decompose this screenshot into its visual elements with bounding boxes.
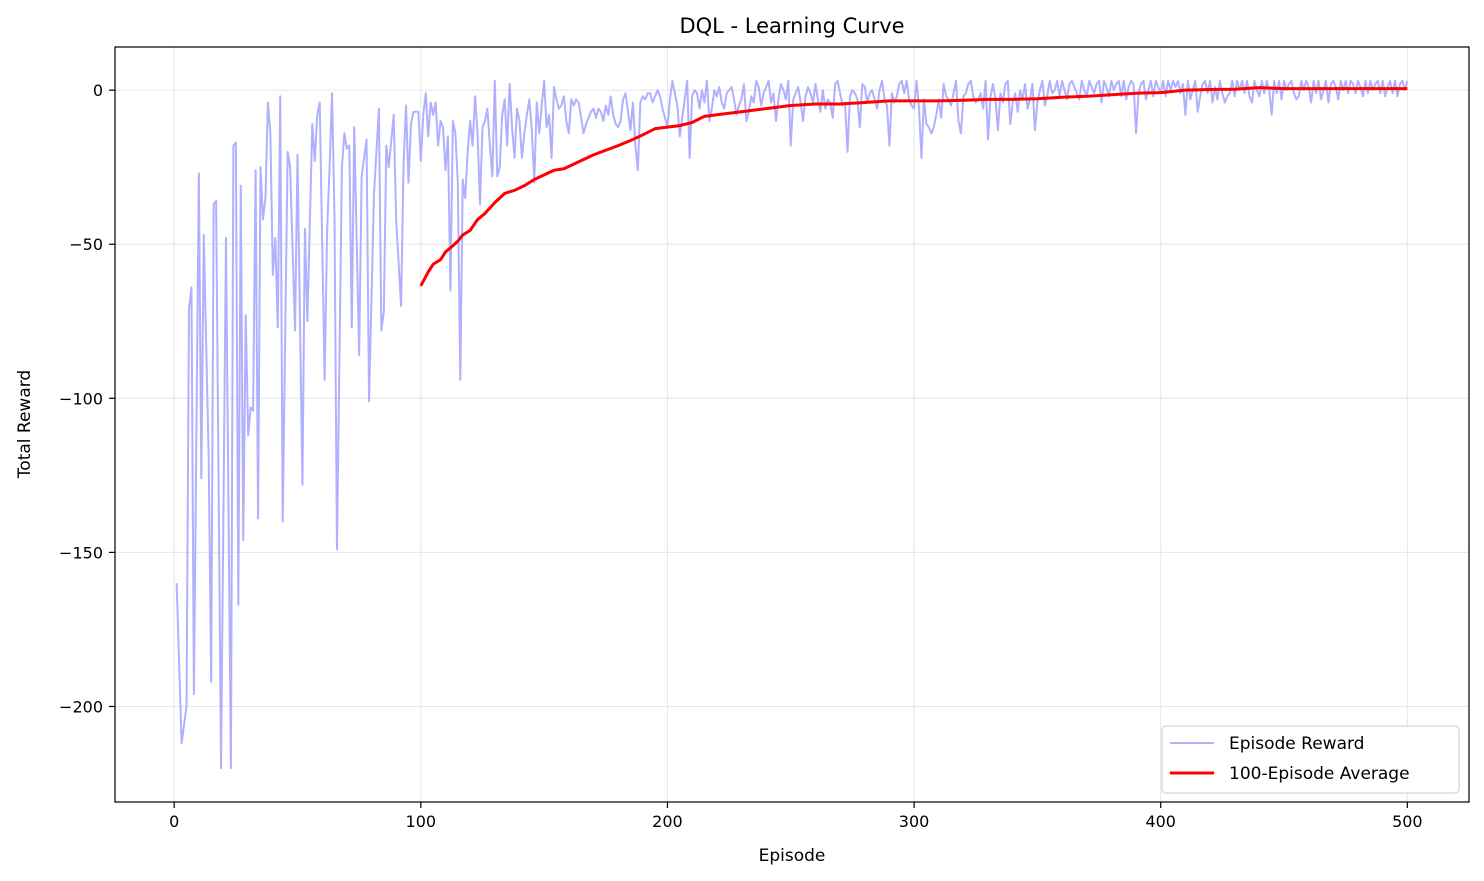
x-tick-label: 100 [406, 812, 437, 831]
x-tick-label: 400 [1145, 812, 1176, 831]
x-tick-label: 300 [899, 812, 930, 831]
series-line-episode-reward [175, 79, 1409, 770]
x-tick-label: 0 [169, 812, 179, 831]
y-tick-label: −100 [59, 389, 103, 408]
chart-title: DQL - Learning Curve [679, 14, 904, 38]
legend: Episode Reward 100-Episode Average [1161, 725, 1460, 794]
series-line-100-episode-average [419, 86, 1408, 287]
legend-label-episode-reward: Episode Reward [1229, 734, 1364, 754]
plot-frame [114, 46, 1470, 803]
x-axis-label: Episode [759, 846, 826, 866]
x-tick-label: 200 [652, 812, 683, 831]
y-tick-label: −200 [59, 697, 103, 716]
x-tick-label: 500 [1392, 812, 1423, 831]
axis-ticks: 0 100 200 300 400 500 0 −50 −100 −150 −200 [59, 81, 1423, 831]
y-tick-label: −50 [69, 235, 103, 254]
y-tick-label: −150 [59, 543, 103, 562]
series-layer [175, 79, 1409, 770]
legend-box [1161, 725, 1460, 794]
y-tick-label: 0 [93, 81, 103, 100]
legend-label-average: 100-Episode Average [1229, 764, 1410, 784]
y-axis-label: Total Reward [15, 370, 35, 479]
